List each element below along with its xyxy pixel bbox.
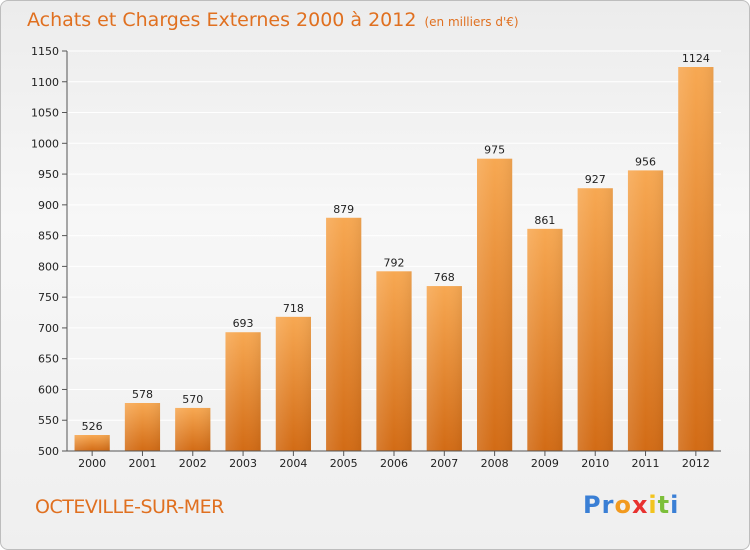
bar-group [477, 158, 513, 451]
bar-group [426, 286, 462, 451]
x-tick-label: 2007 [430, 457, 458, 470]
y-tick-label: 850 [38, 230, 59, 243]
x-tick-label: 2009 [531, 457, 559, 470]
y-tick-label: 1100 [31, 76, 59, 89]
x-tick-label: 2006 [380, 457, 408, 470]
y-tick-label: 800 [38, 260, 59, 273]
y-tick-label: 1150 [31, 45, 59, 58]
bar-shade [74, 435, 110, 451]
bar-value-label: 1124 [682, 52, 710, 65]
bar-group [527, 228, 563, 451]
y-tick-label: 650 [38, 353, 59, 366]
chart-title: Achats et Charges Externes 2000 à 2012 (e… [27, 9, 519, 31]
chart-title-unit: (en milliers d'€) [424, 15, 519, 29]
bar-value-label: 956 [635, 155, 656, 168]
chart-title-main: Achats et Charges Externes 2000 à 2012 [27, 9, 417, 31]
logo-letter: x [631, 491, 649, 519]
bar-shade [678, 67, 714, 451]
x-tick-label: 2005 [330, 457, 358, 470]
x-tick-label: 2011 [632, 457, 660, 470]
bar-shade [124, 403, 161, 451]
bar-value-label: 975 [484, 144, 505, 157]
bar-value-label: 927 [585, 173, 606, 186]
bar-value-label: 718 [283, 302, 304, 315]
bar-shade [376, 271, 412, 451]
y-tick-label: 600 [38, 383, 59, 396]
y-tick-label: 550 [38, 414, 59, 427]
y-tick-label: 750 [38, 291, 59, 304]
bar-value-label: 861 [534, 214, 555, 227]
x-tick-label: 2010 [581, 457, 609, 470]
x-tick-label: 2001 [128, 457, 156, 470]
x-tick-label: 2003 [229, 457, 257, 470]
x-tick-label: 2000 [78, 457, 106, 470]
commune-name: OCTEVILLE-SUR-MER [35, 496, 224, 518]
bar-shade [225, 332, 261, 451]
bar-group [577, 188, 613, 451]
bar-value-label: 570 [182, 393, 203, 406]
bar-shade [175, 407, 211, 451]
bar-shade [527, 228, 563, 451]
bar-shade [326, 217, 362, 451]
bar-group [74, 435, 110, 451]
x-tick-label: 2012 [682, 457, 710, 470]
bar-group [627, 170, 664, 451]
y-tick-label: 500 [38, 445, 59, 458]
bar-group [376, 271, 412, 451]
x-tick-label: 2004 [279, 457, 307, 470]
bar-shade [426, 286, 462, 451]
logo-letter: i [648, 491, 658, 519]
logo-letter: P [583, 491, 602, 519]
bar-group [678, 67, 714, 451]
bar-group [225, 332, 261, 451]
proxiti-logo[interactable]: Proxiti [583, 491, 679, 519]
bar-value-label: 578 [132, 388, 153, 401]
bar-shade [275, 316, 311, 451]
y-tick-label: 900 [38, 199, 59, 212]
bar-group [326, 217, 362, 451]
bar-group [124, 403, 161, 451]
bar-value-label: 768 [434, 271, 455, 284]
logo-letter: o [614, 491, 632, 519]
x-tick-label: 2002 [179, 457, 207, 470]
logo-letter: t [657, 491, 671, 519]
bar-shade [477, 158, 513, 451]
bar-group [175, 407, 211, 451]
y-tick-label: 1000 [31, 137, 59, 150]
bar-value-label: 693 [233, 317, 254, 330]
bar-value-label: 526 [82, 420, 103, 433]
bar-value-label: 792 [384, 256, 405, 269]
y-tick-label: 700 [38, 322, 59, 335]
y-tick-label: 1050 [31, 107, 59, 120]
bar-value-label: 879 [333, 203, 354, 216]
logo-letter: i [670, 491, 680, 519]
logo-letter: r [601, 491, 615, 519]
x-tick-label: 2008 [481, 457, 509, 470]
bar-shade [577, 188, 613, 451]
bar-group [275, 316, 311, 451]
y-tick-label: 950 [38, 168, 59, 181]
bar-shade [627, 170, 664, 451]
